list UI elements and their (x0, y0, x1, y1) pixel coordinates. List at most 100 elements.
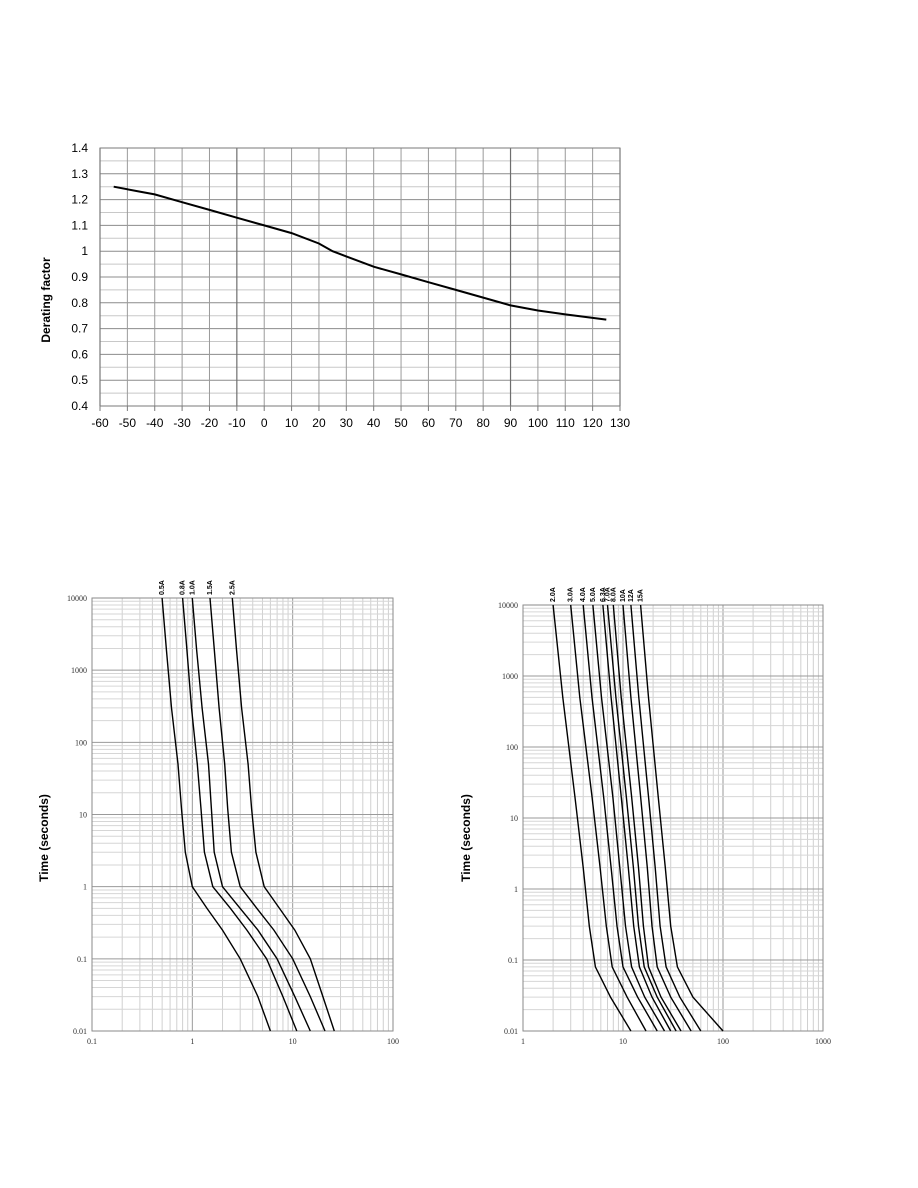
x-tick-label: 1 (521, 1037, 525, 1046)
curve-7.0A (606, 604, 677, 1032)
y-tick-label: 10000 (67, 594, 87, 603)
curve-1.5A (209, 597, 326, 1032)
y-tick-label: 1 (514, 885, 518, 894)
curve-label: 2.0A (550, 587, 557, 602)
curve-12A (630, 604, 702, 1032)
x-tick-label: -10 (228, 416, 246, 430)
curve-4.0A (582, 604, 658, 1032)
derating-curve (113, 185, 607, 321)
y-tick-label: 0.1 (508, 956, 518, 965)
x-tick-label: 60 (422, 416, 436, 430)
curve-2.5A (231, 597, 335, 1032)
curve-0.8A (181, 597, 298, 1032)
curve-label: 5.0A (590, 587, 597, 602)
x-tick-label: 1 (190, 1037, 194, 1046)
tc-left-series: 0.5A 0.8A 1.0A 1.5A 2.5A (159, 580, 335, 1032)
x-tick-label: 40 (367, 416, 381, 430)
y-tick-label: 0.7 (71, 322, 88, 336)
curve-15A (639, 604, 724, 1032)
curve-label: 1.5A (207, 580, 214, 595)
curve-1.0A (191, 597, 311, 1032)
x-tick-label: 0.1 (87, 1037, 97, 1046)
x-tick-label: 30 (340, 416, 354, 430)
y-tick-label: 0.1 (77, 955, 87, 964)
x-tick-label: 120 (583, 416, 603, 430)
y-tick-label: 100 (506, 743, 518, 752)
x-tick-label: 130 (610, 416, 630, 430)
x-tick-label: 80 (476, 416, 490, 430)
plot-frame (99, 147, 621, 407)
y-tick-label: 100 (75, 738, 87, 747)
curve-0.5A (161, 597, 272, 1032)
curve-label: 6.3A (600, 587, 607, 602)
x-tick-label: 100 (528, 416, 548, 430)
y-tick-label: 1.4 (71, 141, 88, 155)
curve-label: 8.0A (610, 587, 617, 602)
y-tick-label: 1.2 (71, 193, 88, 207)
x-tick-label: 50 (394, 416, 408, 430)
curve-label: 2.5A (229, 580, 236, 595)
x-tick-label: -50 (119, 416, 137, 430)
curve-label: 15A (638, 589, 645, 602)
curve-10A (622, 604, 692, 1032)
x-tick-label: 110 (556, 416, 575, 430)
y-tick-label: 10 (510, 814, 518, 823)
y-tick-label: 1.1 (71, 218, 88, 232)
derating-y-axis-label: Derating factor (39, 257, 53, 343)
y-tick-label: 1000 (71, 666, 87, 675)
y-tick-label: 0.01 (504, 1027, 518, 1036)
x-tick-label: 0 (261, 416, 268, 430)
tc-left-y-axis-label: Time (seconds) (37, 794, 51, 882)
tc-right-axes: 0.01 0.1 1 10 100 1000 10000 1 10 100 1000 (498, 601, 831, 1046)
y-tick-label: 0.5 (71, 373, 88, 387)
curve-2.0A (552, 604, 632, 1032)
x-tick-label: 10 (285, 416, 299, 430)
time-current-chart-right: 0.01 0.1 1 10 100 1000 10000 1 10 100 1000 2.0A 3.0… (459, 587, 831, 1046)
x-tick-label: 70 (449, 416, 463, 430)
tc-left-grid (91, 598, 393, 1032)
curve-label: 10A (620, 589, 627, 602)
plot-frame (522, 604, 824, 1032)
x-tick-label: 20 (312, 416, 326, 430)
curve-label: 0.8A (180, 580, 187, 595)
derating-grid (99, 147, 621, 407)
y-tick-label: 1 (81, 244, 88, 258)
y-tick-label: 0.4 (71, 399, 88, 413)
y-tick-label: 0.8 (71, 296, 88, 310)
y-tick-label: 0.6 (71, 347, 88, 361)
y-tick-label: 1 (83, 883, 87, 892)
x-tick-label: 90 (504, 416, 518, 430)
x-tick-label: -30 (173, 416, 191, 430)
y-tick-label: 1000 (502, 672, 518, 681)
y-tick-label: 10 (79, 811, 87, 820)
tc-right-y-axis-label: Time (seconds) (459, 794, 473, 882)
x-tick-label: 10 (289, 1037, 297, 1046)
curve-label: 0.5A (159, 580, 166, 595)
curve-label: 7.0A (605, 587, 612, 602)
curve-8.0A (612, 604, 682, 1032)
curve-6.3A (602, 604, 672, 1032)
y-tick-label: 1.3 (71, 167, 88, 181)
x-tick-label: 10 (619, 1037, 627, 1046)
plot-frame (91, 597, 394, 1032)
curve-label: 1.0A (189, 580, 196, 595)
y-tick-label: 0.9 (71, 270, 88, 284)
curve-3.0A (570, 604, 647, 1032)
derating-axes: 0.4 0.5 0.6 0.7 0.8 0.9 1 1.1 1.2 1.3 1.4 -60 -50 -40… (71, 141, 630, 430)
tc-right-grid (522, 605, 823, 1032)
x-tick-label: -60 (91, 416, 109, 430)
curve-label: 4.0A (580, 587, 587, 602)
curve-label: 12A (628, 589, 635, 602)
x-tick-label: -40 (146, 416, 164, 430)
y-tick-label: 10000 (498, 601, 518, 610)
derating-series (113, 185, 607, 321)
tc-right-series: 2.0A 3.0A 4.0A 5.0A 6.3A7.0A8.0A 10A 12A 15A (550, 587, 724, 1032)
curve-label: 3.0A (568, 587, 575, 602)
x-tick-label: 100 (387, 1037, 399, 1046)
derating-chart: 0.4 0.5 0.6 0.7 0.8 0.9 1 1.1 1.2 1.3 1.4 -60 -50 -40… (39, 141, 630, 430)
curve-5.0A (592, 604, 666, 1032)
y-tick-label: 0.01 (73, 1027, 87, 1036)
x-tick-label: 1000 (815, 1037, 831, 1046)
